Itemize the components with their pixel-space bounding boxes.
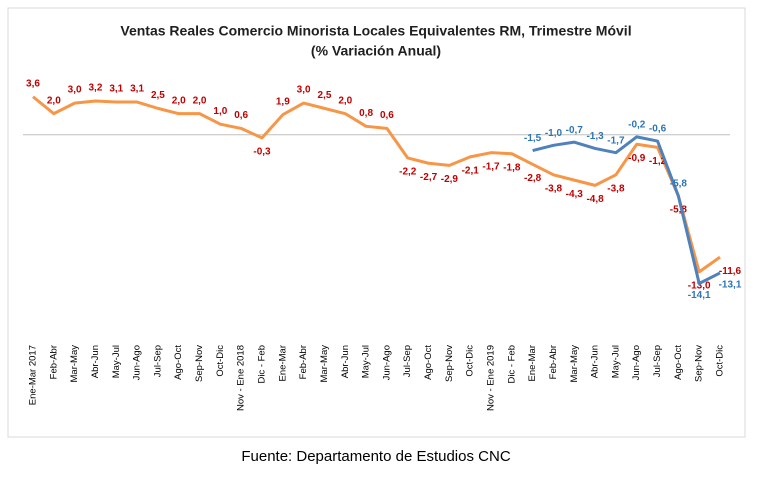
x-tick-label: Jul-Sep: [652, 345, 663, 377]
data-label: -13,0: [688, 281, 711, 292]
x-tick-label: Ene-Mar: [277, 345, 288, 381]
data-label: -13,1: [719, 280, 742, 291]
x-tick-label: Ago-Oct: [173, 345, 184, 380]
data-label: -1,7: [607, 135, 625, 146]
data-label: -4,3: [566, 189, 584, 200]
chart-frame: [7, 7, 746, 438]
data-label: 3,2: [89, 83, 103, 94]
data-label: -2,8: [524, 173, 542, 184]
data-label: 3,0: [68, 85, 82, 96]
data-label: -1,7: [482, 161, 500, 172]
x-tick-label: Ene-Mar 2017: [28, 345, 39, 405]
x-tick-label: Jun-Ago: [132, 345, 143, 380]
data-label: -2,1: [462, 166, 480, 177]
data-label: -0,7: [566, 125, 584, 136]
x-tick-label: Dic - Feb: [506, 345, 517, 384]
x-tick-label: Ago-Oct: [423, 345, 434, 380]
x-tick-label: Sep-Nov: [694, 345, 705, 382]
data-label: -1,8: [503, 162, 521, 173]
data-label: 2,0: [172, 95, 186, 106]
x-tick-label: Ago-Oct: [673, 345, 684, 380]
data-label: 3,0: [297, 85, 311, 96]
x-tick-label: Jun-Ago: [631, 345, 642, 380]
x-tick-label: Mar-May: [569, 345, 580, 383]
data-label: -2,9: [441, 174, 459, 185]
data-label: -3,8: [607, 183, 625, 194]
chart-subtitle: (% Variación Anual): [311, 43, 441, 59]
data-label: -4,8: [586, 194, 604, 205]
x-tick-label: Nov - Ene 2018: [236, 345, 247, 411]
data-label: 0,8: [359, 108, 373, 119]
data-label: 2,5: [151, 90, 165, 101]
data-label: 0,6: [380, 110, 394, 121]
data-label: -0,3: [253, 147, 271, 158]
x-tick-label: Sep-Nov: [444, 345, 455, 382]
data-label: -11,6: [719, 266, 742, 277]
x-tick-label: May-Jul: [361, 345, 372, 378]
x-tick-label: Feb-Abr: [548, 345, 559, 379]
chart-title: Ventas Reales Comercio Minorista Locales…: [120, 23, 631, 39]
x-tick-label: May-Jul: [610, 345, 621, 378]
data-label: 1,9: [276, 96, 290, 107]
data-label: 2,5: [318, 90, 332, 101]
data-label: -1,0: [545, 128, 563, 139]
x-tick-label: Abr-Jun: [590, 345, 601, 378]
data-label: 2,0: [47, 95, 61, 106]
x-tick-label: Oct-Dic: [215, 345, 226, 377]
x-tick-label: Abr-Jun: [340, 345, 351, 378]
data-label: 0,6: [234, 110, 248, 121]
data-label: 3,1: [130, 84, 144, 95]
data-label: 3,1: [109, 84, 123, 95]
line-series: [32, 95, 721, 274]
data-label: 3,6: [26, 78, 40, 89]
x-tick-label: Jun-Ago: [381, 345, 392, 380]
x-tick-label: Jul-Sep: [402, 345, 413, 377]
data-label: -0,9: [628, 153, 646, 164]
x-tick-label: Abr-Jun: [90, 345, 101, 378]
x-tick-label: Feb-Abr: [298, 345, 309, 379]
data-label: 1,0: [213, 106, 227, 117]
x-tick-label: Oct-Dic: [715, 345, 726, 377]
x-tick-label: Dic - Feb: [257, 345, 268, 384]
data-label: -5,8: [670, 205, 688, 216]
data-label: -1,2: [649, 156, 667, 167]
data-label: -1,3: [586, 131, 604, 142]
data-label: -2,2: [399, 167, 417, 178]
x-tick-label: Feb-Abr: [48, 345, 59, 379]
data-label: -0,6: [649, 124, 667, 135]
x-tick-label: Mar-May: [69, 345, 80, 383]
source: Fuente: Departamento de Estudios CNC: [241, 448, 510, 465]
x-tick-label: Mar-May: [319, 345, 330, 383]
data-label: -1,5: [524, 133, 542, 144]
x-tick-label: May-Jul: [111, 345, 122, 378]
data-label: 2,0: [193, 95, 207, 106]
x-tick-label: Sep-Nov: [194, 345, 205, 382]
data-label: -2,7: [420, 172, 438, 183]
x-tick-label: Nov - Ene 2019: [486, 345, 497, 411]
data-label: -0,2: [628, 120, 646, 131]
data-label: 2,0: [338, 95, 352, 106]
line-series: [532, 135, 721, 286]
x-tick-label: Jul-Sep: [152, 345, 163, 377]
data-label: -5,8: [670, 179, 688, 190]
x-tick-label: Ene-Mar: [527, 345, 538, 381]
data-label: -14,1: [688, 290, 711, 301]
x-tick-label: Oct-Dic: [465, 345, 476, 377]
data-label: -3,8: [545, 183, 563, 194]
